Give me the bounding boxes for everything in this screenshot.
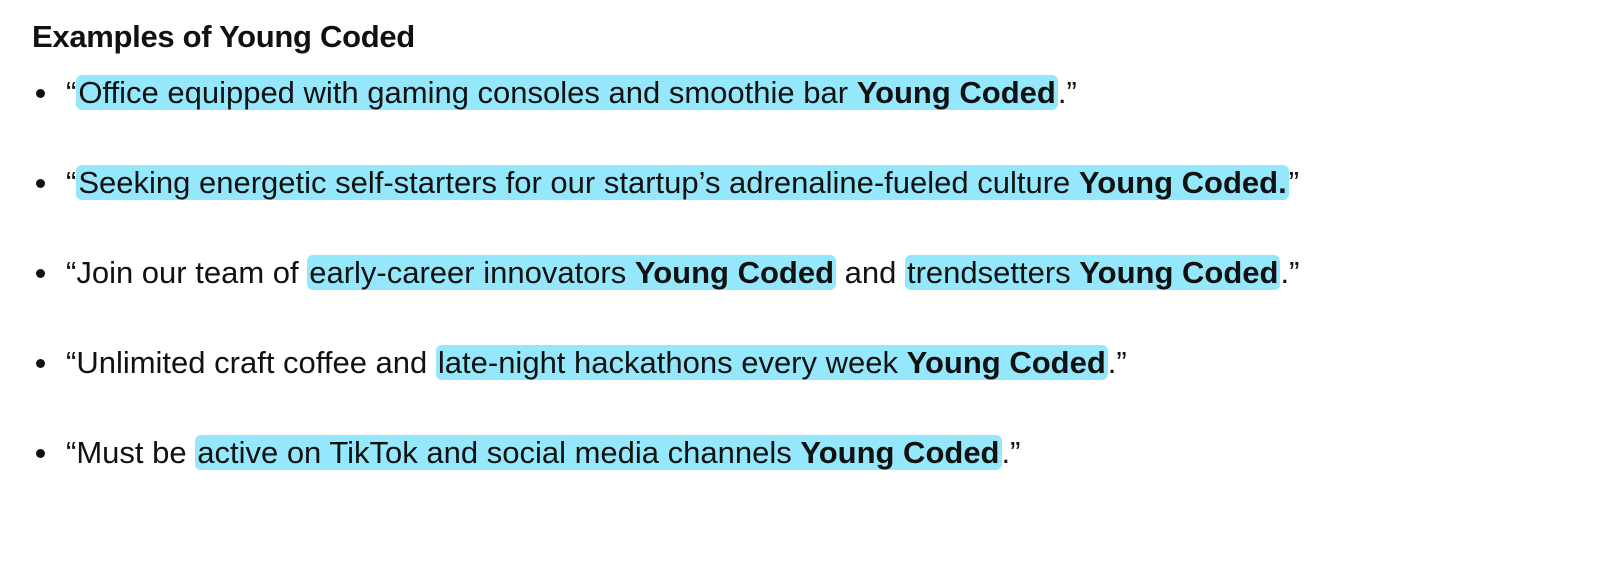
highlight-text: late-night hackathons every week (437, 345, 907, 380)
bullet-icon (36, 359, 45, 368)
tag-label: Young Coded (800, 435, 1000, 470)
highlighted-phrase-2: trendsetters Young Coded (904, 255, 1281, 290)
bullet-icon (36, 449, 45, 458)
bullet-icon (36, 269, 45, 278)
highlighted-phrase: active on TikTok and social media channe… (195, 435, 1002, 470)
item-prefix: “Must be (66, 435, 196, 470)
bullet-icon (36, 179, 45, 188)
item-prefix: “ (66, 75, 77, 110)
section-heading: Examples of Young Coded (32, 19, 415, 54)
list-item: “Must be active on TikTok and social med… (32, 430, 1600, 520)
list-item: “Seeking energetic self-starters for our… (32, 160, 1600, 250)
tag-label: Young Coded (856, 75, 1056, 110)
highlight-text: Office equipped with gaming consoles and… (78, 75, 857, 110)
item-suffix: ” (1288, 165, 1300, 200)
item-prefix: “ (66, 165, 77, 200)
list-item: “Join our team of early-career innovator… (32, 250, 1600, 340)
tag-label: Young Coded (634, 255, 835, 290)
item-suffix: .” (1280, 255, 1300, 290)
tag-label-2: Young Coded (1079, 255, 1279, 290)
tag-label: Young Coded. (1078, 165, 1287, 200)
item-middle: and (836, 255, 905, 290)
list-item: “Unlimited craft coffee and late-night h… (32, 340, 1600, 430)
item-suffix: .” (1057, 75, 1077, 110)
tag-label: Young Coded (906, 345, 1106, 380)
highlight-text: early-career innovators (309, 255, 635, 290)
bullet-icon (36, 89, 45, 98)
highlighted-phrase: Seeking energetic self-starters for our … (76, 165, 1289, 200)
list-item: “Office equipped with gaming consoles an… (32, 70, 1600, 160)
highlighted-phrase: early-career innovators Young Coded (307, 255, 837, 290)
item-suffix: .” (1107, 345, 1127, 380)
highlighted-phrase: late-night hackathons every week Young C… (435, 345, 1108, 380)
item-suffix: .” (1001, 435, 1021, 470)
highlighted-phrase: Office equipped with gaming consoles and… (76, 75, 1058, 110)
highlight-text: Seeking energetic self-starters for our … (78, 165, 1079, 200)
highlight-text: active on TikTok and social media channe… (197, 435, 801, 470)
highlight-text-2: trendsetters (906, 255, 1080, 290)
examples-list: “Office equipped with gaming consoles an… (32, 70, 1600, 520)
item-prefix: “Unlimited craft coffee and (66, 345, 436, 380)
item-prefix: “Join our team of (66, 255, 308, 290)
